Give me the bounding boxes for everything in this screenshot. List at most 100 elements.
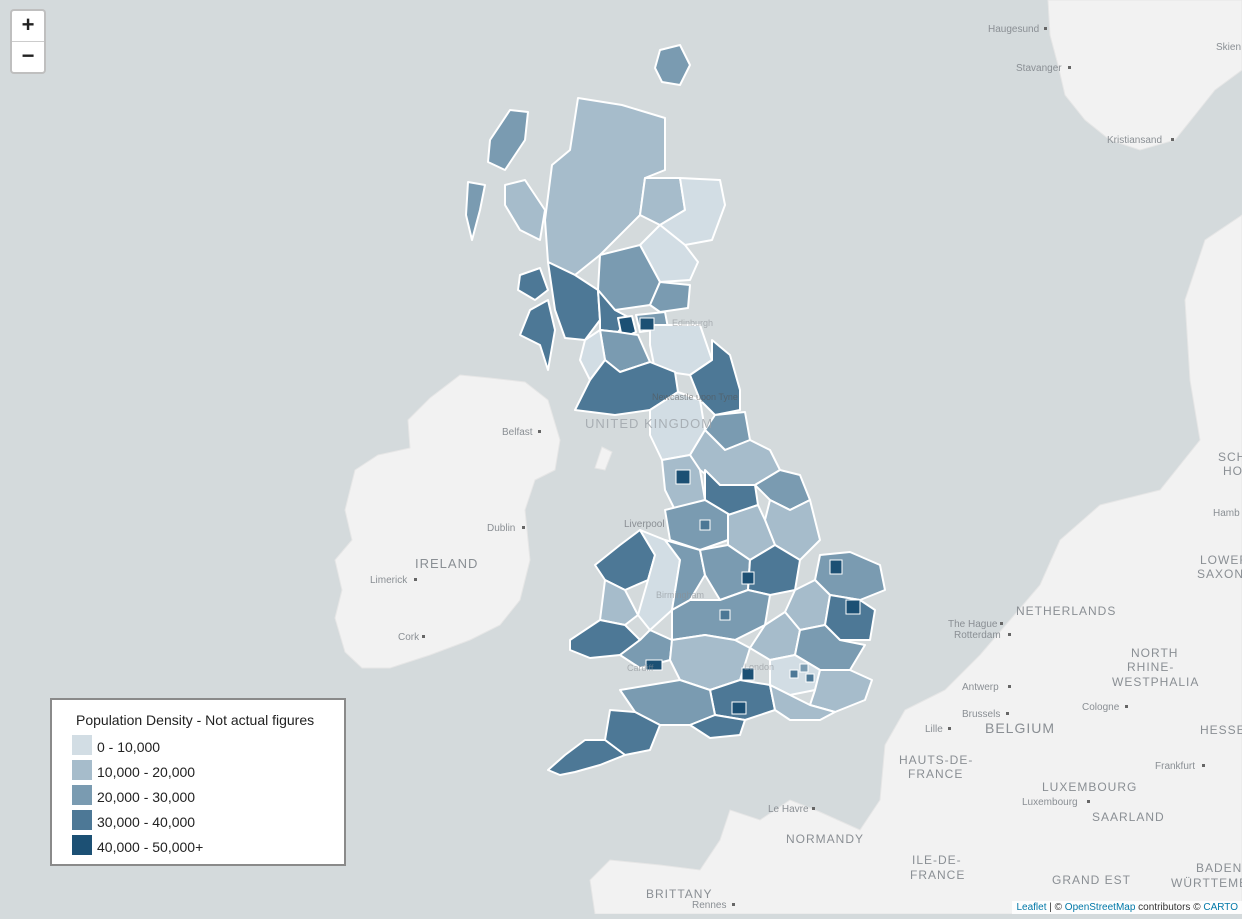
- osm-link[interactable]: OpenStreetMap: [1064, 902, 1136, 913]
- label-baden-1: BADEN: [1196, 861, 1242, 875]
- region-dorset[interactable]: [689, 714, 746, 739]
- region-kintyre[interactable]: [519, 299, 556, 371]
- region-detail-h: [845, 599, 861, 615]
- dot-kristiansand: [1171, 138, 1174, 141]
- dot-stavanger: [1068, 66, 1071, 69]
- attribution: Leaflet | © OpenStreetMap contributors ©…: [1012, 901, 1242, 914]
- region-skye[interactable]: [504, 179, 546, 241]
- region-ceredigion[interactable]: [599, 579, 639, 626]
- region-small-island[interactable]: [465, 181, 486, 241]
- label-lille: Lille: [925, 724, 943, 735]
- region-detail-c: [829, 559, 843, 575]
- label-limerick: Limerick: [370, 575, 408, 586]
- dot-rotterdam: [1008, 633, 1011, 636]
- region-detail-f: [731, 701, 747, 715]
- label-haugesund: Haugesund: [988, 24, 1039, 35]
- label-liverpool: Liverpool: [624, 519, 665, 530]
- legend-label: 40,000 - 50,000+: [97, 839, 204, 855]
- ireland-land: [334, 374, 561, 669]
- dot-cork: [422, 635, 425, 638]
- label-hauts-de-france-1: HAUTS-DE-: [899, 753, 973, 767]
- region-argyll[interactable]: [547, 261, 601, 341]
- label-stavanger: Stavanger: [1016, 63, 1062, 74]
- dot-luxembourg: [1087, 800, 1090, 803]
- label-grand-est: GRAND EST: [1052, 873, 1131, 887]
- attribution-contrib: contributors ©: [1135, 902, 1204, 913]
- dot-dublin: [522, 526, 525, 529]
- dot-frankfurt: [1202, 764, 1205, 767]
- label-newcastle: Newcastle upon Tyne: [652, 392, 738, 402]
- dot-brussels: [1006, 712, 1009, 715]
- label-kristiansand: Kristiansand: [1107, 135, 1162, 146]
- region-orkney[interactable]: [654, 44, 691, 86]
- region-aberdeen[interactable]: [659, 177, 726, 246]
- label-frankfurt: Frankfurt: [1155, 761, 1195, 772]
- carto-link[interactable]: CARTO: [1203, 902, 1238, 913]
- region-detail-a: [675, 469, 691, 485]
- label-cologne: Cologne: [1082, 702, 1120, 713]
- region-detail-m: [699, 519, 711, 531]
- dot-le-havre: [812, 807, 815, 810]
- label-north-rhine-1: NORTH: [1131, 646, 1178, 660]
- leaflet-link[interactable]: Leaflet: [1016, 902, 1047, 913]
- zoom-control: + −: [10, 9, 46, 74]
- label-schleswig-1: SCH: [1218, 450, 1242, 464]
- label-lower-saxony-1: LOWER: [1200, 553, 1242, 567]
- label-united-kingdom: UNITED KINGDOM: [585, 416, 713, 431]
- dot-belfast: [538, 430, 541, 433]
- region-cornwall[interactable]: [547, 739, 626, 776]
- continent-land: [589, 214, 1242, 915]
- label-brittany: BRITTANY: [646, 887, 712, 901]
- label-edinburgh: Edinburgh: [672, 318, 713, 328]
- isle-of-man: [594, 446, 613, 471]
- region-western-isles[interactable]: [487, 109, 529, 171]
- label-north-rhine-3: WESTPHALIA: [1112, 675, 1199, 689]
- region-islay-mull[interactable]: [517, 267, 549, 301]
- label-schleswig-2: HO: [1223, 464, 1242, 478]
- label-brussels: Brussels: [962, 709, 1000, 720]
- label-netherlands: NETHERLANDS: [1016, 604, 1116, 618]
- legend-swatch: [72, 735, 92, 755]
- label-saarland: SAARLAND: [1092, 810, 1165, 824]
- label-antwerp: Antwerp: [962, 682, 999, 693]
- label-north-rhine-2: RHINE-: [1127, 660, 1174, 674]
- legend-swatch: [72, 835, 92, 855]
- label-hamburg: Hamb: [1213, 508, 1240, 519]
- label-rotterdam: Rotterdam: [954, 630, 1001, 641]
- dot-cologne: [1125, 705, 1128, 708]
- legend-swatch: [72, 760, 92, 780]
- legend-title: Population Density - Not actual figures: [76, 712, 315, 728]
- region-detail-j: [799, 663, 809, 673]
- label-london: London: [744, 662, 774, 672]
- label-cork: Cork: [398, 632, 420, 643]
- label-rennes: Rennes: [692, 900, 726, 911]
- region-fife[interactable]: [649, 281, 691, 313]
- attribution-sep: | ©: [1046, 902, 1065, 913]
- label-ile-de-france-1: ILE-DE-: [912, 853, 962, 867]
- dot-haugesund: [1044, 27, 1047, 30]
- region-detail-k: [805, 673, 815, 683]
- label-hesse: HESSE: [1200, 723, 1242, 737]
- region-sussex[interactable]: [769, 684, 836, 721]
- region-detail-i: [789, 669, 799, 679]
- legend-swatch: [72, 785, 92, 805]
- label-normandy: NORMANDY: [786, 832, 864, 846]
- label-luxembourg-city: Luxembourg: [1022, 797, 1078, 808]
- region-detail-e: [741, 667, 755, 681]
- label-belgium: BELGIUM: [985, 720, 1055, 736]
- label-belfast: Belfast: [502, 427, 533, 438]
- label-skien: Skien: [1216, 42, 1241, 53]
- legend: Population Density - Not actual figures …: [50, 698, 346, 866]
- label-hauts-de-france-2: FRANCE: [908, 767, 963, 781]
- dot-the-hague: [1000, 622, 1003, 625]
- region-dumfries[interactable]: [574, 359, 679, 416]
- label-lower-saxony-2: SAXONY: [1197, 567, 1242, 581]
- region-detail-d: [645, 659, 663, 671]
- zoom-out-button[interactable]: −: [12, 41, 44, 72]
- region-detail-l: [719, 609, 731, 621]
- dot-rennes: [732, 903, 735, 906]
- zoom-in-button[interactable]: +: [21, 12, 35, 37]
- legend-label: 10,000 - 20,000: [97, 764, 196, 780]
- legend-label: 20,000 - 30,000: [97, 789, 196, 805]
- label-ile-de-france-2: FRANCE: [910, 868, 965, 882]
